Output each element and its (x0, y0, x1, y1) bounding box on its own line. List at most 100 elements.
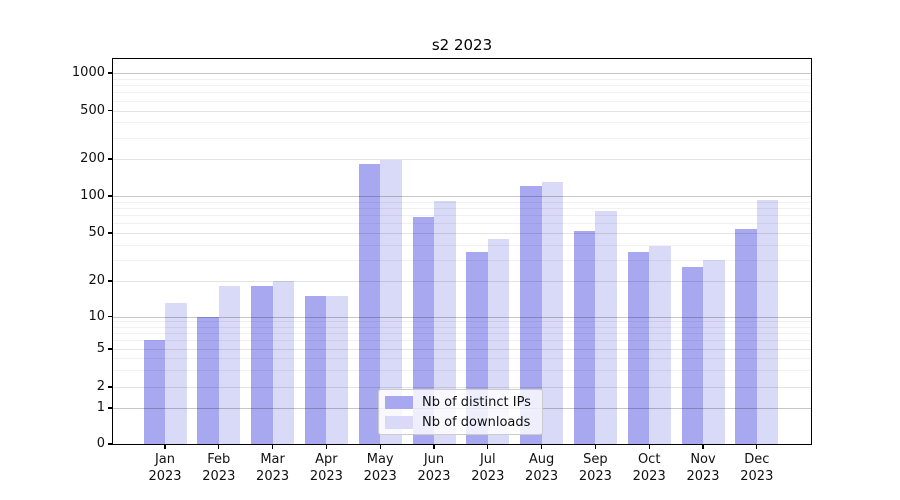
x-tick-mark (756, 444, 758, 449)
x-tick-mark (164, 444, 166, 449)
y-tick-mark (108, 443, 113, 445)
gridline-700 (113, 92, 811, 94)
gridline-40 (113, 244, 811, 246)
legend-entry-distinct-ips: Nb of distinct IPs (385, 394, 536, 410)
bar-jan-distinct-ips (143, 340, 165, 444)
legend-swatch-distinct-ips (385, 395, 413, 409)
y-tick-mark (108, 315, 113, 318)
gridline-8 (113, 326, 811, 328)
y-axis-tick-label-50: 50 (88, 225, 105, 240)
bar-apr-downloads (326, 295, 348, 444)
x-tick-mark (272, 444, 274, 449)
bar-aug-downloads (541, 181, 564, 444)
y-axis-tick-label-1: 1 (96, 400, 105, 415)
bar-nov-distinct-ips (681, 267, 703, 444)
gridline-60 (113, 223, 811, 225)
gridline-1000 (113, 73, 811, 74)
gridline-3 (113, 370, 811, 372)
plot-border-right (810, 58, 812, 445)
y-axis-tick-label-5: 5 (96, 341, 105, 356)
gridline-80 (113, 207, 811, 209)
y-axis-tick-label-20: 20 (88, 273, 105, 288)
gridline-4 (113, 358, 811, 360)
gridline-200 (113, 159, 811, 160)
legend-swatch-downloads (385, 415, 413, 429)
gridline-800 (113, 85, 811, 87)
x-tick-mark (487, 444, 489, 449)
bar-aug-distinct-ips (520, 186, 542, 444)
bar-mar-downloads (272, 281, 295, 444)
y-tick-mark (108, 109, 113, 112)
gridline-10 (113, 316, 811, 318)
gridline-7 (113, 333, 811, 335)
gridline-5 (113, 349, 811, 350)
gridline-90 (113, 201, 811, 203)
y-axis-tick-label-200: 200 (80, 151, 105, 166)
gridline-400 (113, 122, 811, 124)
x-tick-mark (325, 444, 327, 449)
x-tick-mark (541, 444, 543, 449)
bar-apr-distinct-ips (304, 295, 327, 444)
y-tick-mark (108, 348, 113, 350)
bar-jun-distinct-ips (412, 217, 434, 444)
gridline-2 (113, 387, 811, 388)
gridline-300 (113, 137, 811, 139)
x-tick-mark (594, 444, 596, 449)
x-axis-tick-label-feb: Feb 2023 (202, 452, 236, 484)
y-tick-mark (108, 280, 113, 282)
legend-entry-downloads: Nb of downloads (385, 414, 536, 430)
y-axis-tick-label-500: 500 (80, 102, 105, 118)
x-axis-tick-label-nov: Nov 2023 (686, 452, 720, 484)
x-axis-tick-label-jan: Jan 2023 (148, 452, 182, 484)
y-axis-tick-label-100: 100 (80, 188, 105, 203)
legend: Nb of distinct IPs Nb of downloads (378, 389, 543, 435)
y-tick-mark (108, 386, 113, 388)
bar-feb-distinct-ips (197, 316, 219, 444)
y-axis-tick-label-1000: 1000 (71, 65, 105, 80)
x-tick-mark (648, 444, 650, 449)
x-axis-tick-label-jul: Jul 2023 (471, 452, 505, 484)
chart-title: s2 2023 (431, 36, 493, 54)
gridline-70 (113, 215, 811, 217)
x-tick-mark (702, 444, 704, 449)
bar-dec-distinct-ips (735, 228, 757, 444)
plot-area (113, 59, 811, 444)
y-axis-tick-label-2: 2 (96, 379, 105, 394)
y-tick-mark (108, 72, 113, 74)
y-axis-tick-label-0: 0 (96, 436, 105, 451)
legend-label-distinct-ips: Nb of distinct IPs (422, 394, 531, 410)
bar-feb-downloads (218, 286, 241, 444)
legend-label-downloads: Nb of downloads (422, 414, 531, 430)
bar-may-downloads (380, 160, 402, 444)
x-axis-tick-label-dec: Dec 2023 (740, 452, 774, 484)
gridline-30 (113, 259, 811, 261)
bar-nov-downloads (703, 259, 725, 444)
gridline-50 (113, 233, 811, 234)
y-axis-tick-label-10: 10 (88, 308, 105, 324)
bar-dec-downloads (756, 199, 779, 444)
bar-jun-downloads (434, 201, 456, 444)
x-axis-tick-label-aug: Aug 2023 (525, 452, 559, 484)
gridline-500 (113, 110, 811, 112)
gridline-6 (113, 340, 811, 342)
gridline-100 (113, 196, 811, 197)
x-tick-mark (433, 444, 435, 449)
gridline-20 (113, 281, 811, 282)
y-tick-mark (108, 232, 113, 234)
y-tick-mark (108, 158, 113, 160)
gridline-900 (113, 78, 811, 80)
bar-may-distinct-ips (358, 164, 381, 444)
plot-border-top (112, 58, 812, 60)
gridline-600 (113, 100, 811, 102)
y-tick-mark (108, 195, 113, 197)
x-axis-tick-label-oct: Oct 2023 (632, 452, 666, 484)
bar-oct-downloads (649, 246, 671, 444)
plot-border-bottom (112, 443, 812, 445)
x-axis-tick-label-mar: Mar 2023 (256, 452, 290, 484)
x-axis-tick-label-may: May 2023 (363, 452, 397, 484)
bar-jan-downloads (165, 303, 187, 444)
x-tick-mark (379, 444, 381, 449)
bar-mar-distinct-ips (251, 286, 273, 444)
gridline-9 (113, 321, 811, 323)
